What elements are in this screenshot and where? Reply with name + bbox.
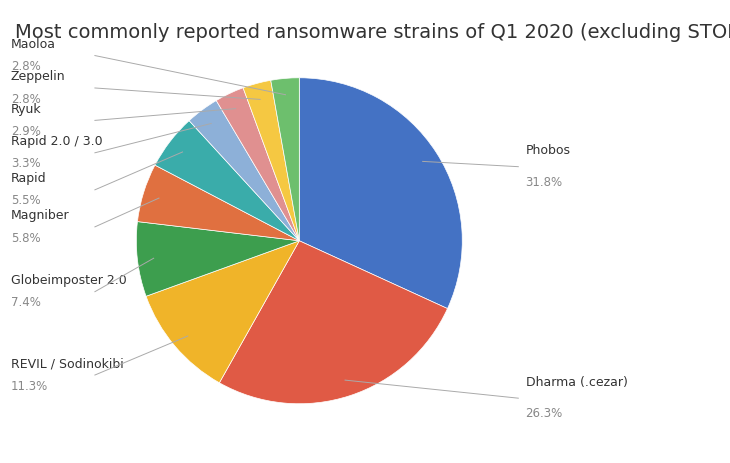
Text: Globeimposter 2.0: Globeimposter 2.0 [11,274,127,287]
Wedge shape [155,121,299,241]
Text: Phobos: Phobos [526,144,571,157]
Text: 26.3%: 26.3% [526,407,563,420]
Text: Ryuk: Ryuk [11,103,42,116]
Wedge shape [216,88,299,241]
Text: 3.3%: 3.3% [11,157,41,170]
Wedge shape [271,78,299,241]
Text: Rapid 2.0 / 3.0: Rapid 2.0 / 3.0 [11,135,103,148]
Text: Maoloa: Maoloa [11,38,56,51]
Wedge shape [146,241,299,383]
Text: 2.8%: 2.8% [11,93,41,106]
Wedge shape [137,165,299,241]
Wedge shape [189,100,299,241]
Text: 2.8%: 2.8% [11,60,41,73]
Wedge shape [220,241,447,404]
Text: Dharma (.cezar): Dharma (.cezar) [526,376,628,389]
Text: 2.9%: 2.9% [11,125,41,138]
Text: REVIL / Sodinokibi: REVIL / Sodinokibi [11,357,123,370]
Text: Most commonly reported ransomware strains of Q1 2020 (excluding STOP): Most commonly reported ransomware strain… [15,23,730,42]
Wedge shape [299,78,462,309]
Text: 7.4%: 7.4% [11,296,41,309]
Text: Zeppelin: Zeppelin [11,70,66,83]
Text: 5.5%: 5.5% [11,194,41,207]
Text: 5.8%: 5.8% [11,232,41,244]
Text: Rapid: Rapid [11,172,47,185]
Text: 11.3%: 11.3% [11,380,48,393]
Wedge shape [137,222,299,296]
Text: Magniber: Magniber [11,209,69,222]
Wedge shape [243,80,299,241]
Text: 31.8%: 31.8% [526,176,563,189]
